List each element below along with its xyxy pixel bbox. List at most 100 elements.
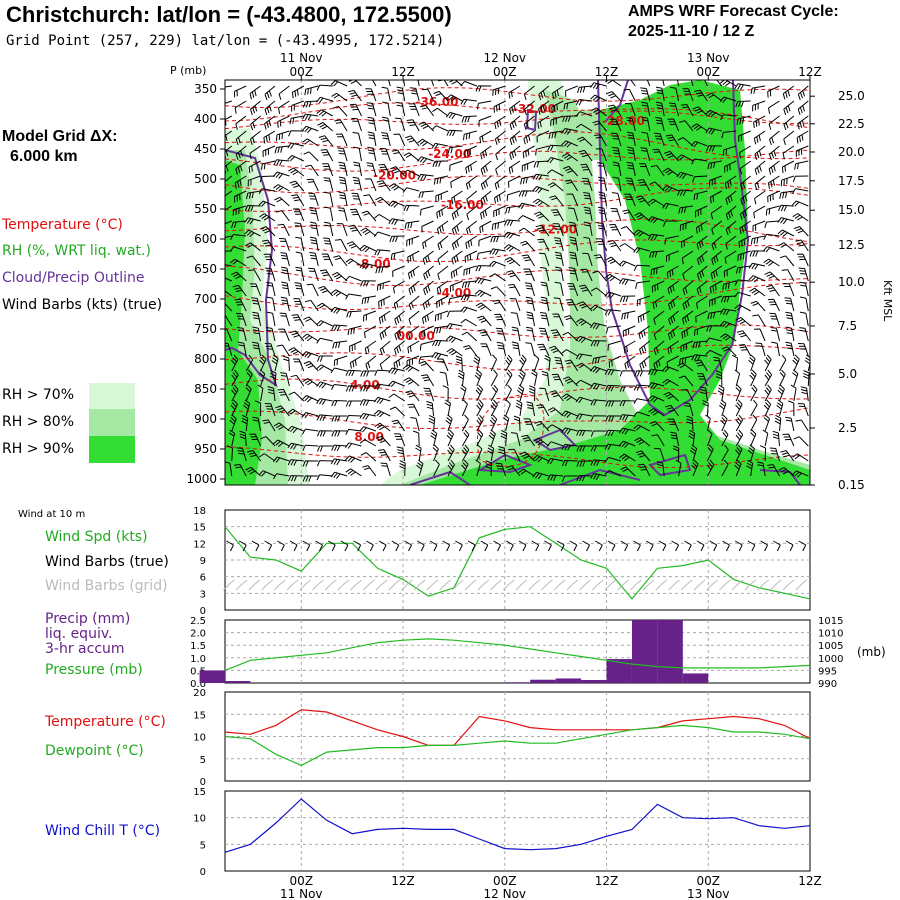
page-title: Christchurch: lat/lon = (-43.4800, 172.5… — [6, 2, 452, 27]
wind-barb — [561, 393, 578, 402]
wind-barb — [637, 463, 651, 477]
wind-barb — [653, 340, 665, 356]
isotherm — [225, 87, 810, 109]
wind-barb — [465, 235, 478, 249]
bottom-time-label: 12Z — [391, 874, 415, 888]
wind-barb — [619, 414, 636, 421]
wind-barb — [378, 449, 391, 462]
wind-barb — [562, 376, 579, 387]
wind-barb — [225, 328, 233, 342]
pressure-tick-label: 700 — [194, 292, 217, 306]
wind-barb — [421, 88, 435, 102]
wind-barb — [795, 419, 809, 432]
wind-barb — [589, 322, 607, 330]
wind-barb — [379, 148, 391, 162]
wind-barb — [233, 85, 247, 98]
isotherm-label: 8.00 — [354, 430, 384, 444]
wind10-panel-y-tick-label: 3 — [200, 589, 206, 600]
wind-barb — [720, 414, 728, 432]
wind-barb — [318, 135, 334, 147]
wind-barb — [337, 207, 348, 222]
wind-barb — [634, 370, 650, 377]
wind-barb — [513, 415, 521, 432]
wind-barb — [532, 198, 550, 207]
height-tick-label: 7.5 — [838, 319, 857, 333]
wind10-grid-barb — [795, 579, 808, 591]
isotherm — [225, 282, 810, 310]
wind-barb — [388, 183, 405, 192]
wind-barb — [360, 370, 376, 377]
wind-barb — [783, 115, 795, 131]
wind-barb — [367, 146, 377, 162]
wind-barb — [740, 175, 752, 191]
wind-barb — [317, 122, 334, 132]
wind-barb — [393, 280, 405, 294]
precip-panel-y-tick-label: 1.5 — [190, 641, 206, 652]
wind-barb — [489, 248, 506, 256]
wind-barb — [264, 115, 276, 130]
wind-barb — [249, 145, 261, 160]
wind-barb — [490, 399, 498, 417]
wind-barb — [262, 419, 276, 432]
wind-barb — [476, 399, 484, 417]
wind-barb — [580, 163, 593, 177]
wind-barb — [749, 287, 766, 297]
wind10-panel-y-tick-label: 6 — [200, 573, 206, 584]
wind-barb — [641, 101, 651, 117]
wind-barb — [719, 96, 737, 103]
wind-barb — [229, 414, 237, 432]
wind-barb — [668, 102, 680, 117]
precip-panel-frame — [224, 619, 811, 684]
wind-barb — [688, 429, 696, 447]
wind10-true-barb — [747, 540, 756, 552]
wind-barb — [725, 220, 737, 236]
wind-barb — [590, 415, 607, 422]
wind-barb — [231, 271, 247, 282]
pressure-tick-label: 500 — [194, 172, 217, 186]
wind-barb — [695, 205, 708, 218]
wind-barb — [734, 291, 751, 298]
wind-barb — [754, 190, 766, 205]
wind-barb — [576, 445, 593, 452]
wind-barb — [754, 145, 766, 160]
wind-barb — [795, 239, 809, 252]
top-time-label: 12Z — [595, 65, 619, 79]
wind-barb — [359, 244, 377, 253]
wind-barb — [532, 186, 550, 194]
wind-barb — [734, 369, 741, 387]
wind-barb — [466, 190, 478, 206]
wind-barb — [695, 310, 708, 323]
wind-barb — [665, 134, 680, 147]
wind-barb — [505, 369, 513, 387]
wind-barb — [561, 443, 578, 451]
wind-barb — [360, 452, 377, 462]
wind-barb — [476, 414, 484, 432]
legend-rh70-swatch — [89, 383, 135, 409]
wind-barb — [781, 269, 795, 282]
wind-barb — [225, 277, 233, 282]
wind-barb — [620, 466, 636, 477]
wind-barb — [692, 175, 708, 183]
wind-barb — [330, 306, 348, 314]
wind-barb — [505, 205, 521, 214]
wind-barb — [294, 282, 305, 297]
wind-barb — [734, 83, 751, 91]
wind-barb — [576, 475, 593, 482]
wind-barb — [457, 369, 465, 387]
wind-barb — [432, 444, 439, 462]
wind-barb — [478, 235, 492, 247]
wind-barb — [432, 160, 449, 167]
wind-barb — [480, 190, 492, 205]
wind-barb — [280, 252, 290, 267]
wind10-grid-barb — [261, 579, 273, 591]
wind-barb — [408, 325, 420, 340]
wind-barb — [621, 310, 636, 320]
wind-barb — [461, 331, 478, 342]
height-tick-label: 0.15 — [838, 478, 865, 492]
wind-barb — [680, 389, 694, 402]
wind-barb — [765, 205, 780, 216]
wind-barb — [331, 430, 348, 437]
wind-barb — [336, 223, 348, 237]
wind-barb — [576, 136, 593, 147]
